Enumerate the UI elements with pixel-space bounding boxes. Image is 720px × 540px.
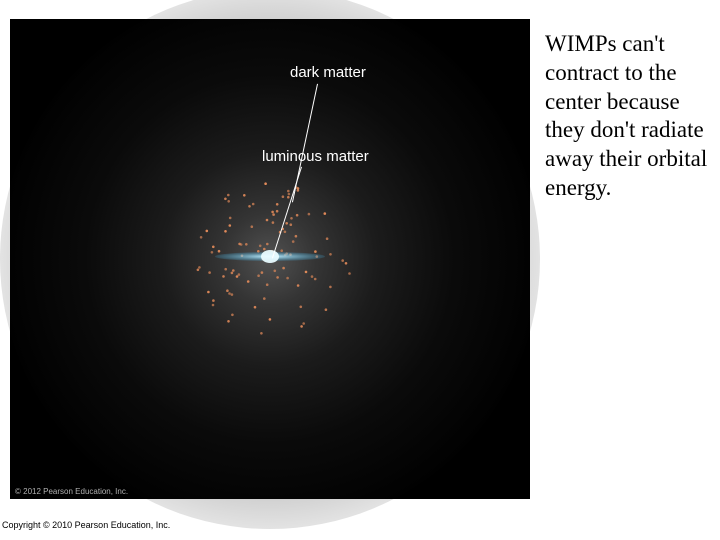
- outer-credit: Copyright © 2010 Pearson Education, Inc.: [2, 520, 170, 530]
- diagram-area: dark matter luminous matter © 2012 Pears…: [10, 19, 530, 499]
- dark-matter-label: dark matter: [290, 64, 366, 81]
- luminous-matter-label: luminous matter: [262, 148, 369, 165]
- inner-credit: © 2012 Pearson Education, Inc.: [15, 487, 128, 496]
- caption-text: WIMPs can't contract to the center becau…: [545, 30, 710, 203]
- luminous-galaxy: [205, 247, 335, 272]
